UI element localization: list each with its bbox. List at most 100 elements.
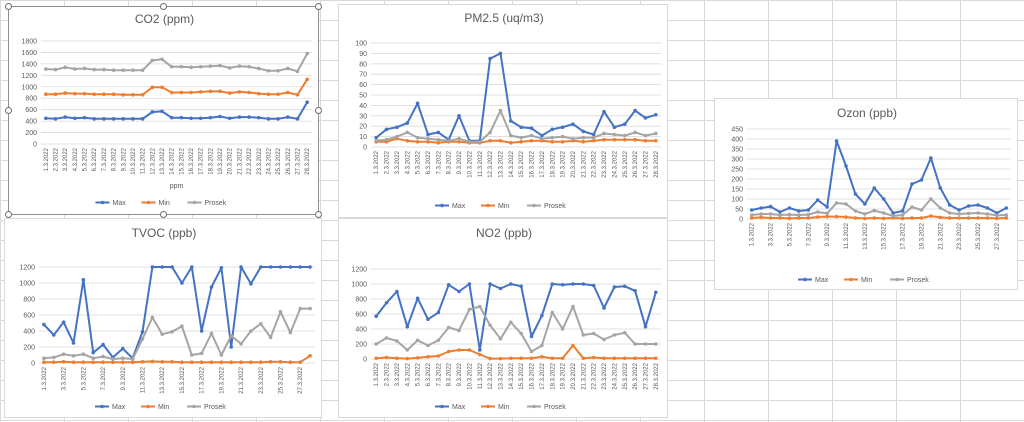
- data-point-max: [111, 117, 116, 121]
- legend-item-prosek: Prosek: [890, 277, 929, 284]
- data-point-prosek: [529, 349, 534, 354]
- data-point-min: [806, 216, 811, 220]
- chart-title: Ozon (ppb): [837, 106, 897, 120]
- chart-ozon[interactable]: Ozon (ppb) 0 50 100 150 200 250 300 350 400 450 1.3…: [714, 98, 1018, 290]
- x-tick-label: 17.3.2022: [540, 362, 546, 389]
- data-point-min: [295, 92, 300, 97]
- y-tick-label: 0: [31, 361, 35, 368]
- data-point-max: [509, 119, 513, 123]
- data-point-max: [44, 116, 48, 121]
- data-point-prosek: [622, 330, 627, 335]
- resize-handle-top-right[interactable]: [315, 3, 322, 10]
- data-point-min: [374, 356, 378, 361]
- data-point-prosek: [81, 352, 86, 356]
- data-point-min: [643, 356, 648, 361]
- x-tick-label: 19.3.2022: [561, 362, 567, 389]
- series-line-max: [751, 140, 1007, 214]
- data-point-prosek: [229, 334, 234, 338]
- data-point-prosek: [286, 66, 290, 71]
- resize-handle-bottom[interactable]: [160, 211, 167, 218]
- resize-handle-bottom-left[interactable]: [5, 211, 12, 218]
- data-point-min: [550, 140, 555, 144]
- y-tick-label: 800: [25, 96, 37, 103]
- chart-pm25[interactable]: PM2.5 (uq/m3) 0 10 20 30 40 50 60 70 80 90 100 1.3.2…: [338, 4, 668, 218]
- data-point-min: [209, 360, 214, 364]
- y-tick-label: 1000: [351, 282, 367, 289]
- x-tick-label: 2.3.2022: [385, 150, 391, 174]
- chart-no2[interactable]: NO2 (ppb) 0 200 400 600 800 1000 1200 1.3.2022 2.…: [338, 218, 668, 418]
- legend-label: Min: [158, 404, 169, 411]
- data-point-prosek: [102, 67, 106, 72]
- data-point-min: [199, 360, 204, 364]
- data-point-max: [938, 186, 943, 190]
- data-point-max: [467, 282, 472, 286]
- data-point-prosek: [540, 136, 544, 141]
- data-point-max: [179, 115, 184, 120]
- data-point-max: [550, 282, 555, 286]
- data-point-min: [92, 92, 97, 97]
- data-point-min: [130, 360, 135, 364]
- data-point-max: [457, 114, 461, 118]
- data-point-max: [384, 127, 389, 132]
- data-point-max: [602, 109, 606, 114]
- data-point-min: [268, 360, 273, 364]
- resize-handle-top[interactable]: [160, 3, 167, 10]
- data-point-min: [286, 90, 290, 95]
- resize-handle-right[interactable]: [315, 107, 322, 114]
- resize-handle-bottom-right[interactable]: [315, 211, 322, 218]
- data-point-min: [643, 138, 648, 143]
- data-point-prosek: [239, 342, 243, 346]
- chart-co2[interactable]: CO2 (ppm) 0 200 400 600 800 1000 1200 1400 1600 18…: [8, 6, 319, 215]
- data-point-max: [268, 265, 273, 269]
- data-point-prosek: [405, 130, 410, 135]
- data-point-min: [768, 216, 773, 220]
- data-point-prosek: [121, 68, 126, 72]
- y-tick-label: 100: [731, 197, 743, 204]
- x-tick-label: 28.3.2022: [305, 147, 311, 174]
- y-tick-label: 90: [359, 51, 367, 58]
- data-point-min: [160, 360, 165, 364]
- data-point-max: [976, 203, 980, 207]
- x-tick-label: 27.3.2022: [298, 366, 304, 393]
- x-tick-label: 11.3.2022: [478, 150, 484, 177]
- data-point-min: [467, 348, 472, 352]
- data-point-min: [540, 354, 544, 359]
- data-point-max: [591, 132, 596, 137]
- x-tick-label: 7.3.2022: [101, 366, 107, 390]
- data-point-prosek: [498, 336, 503, 341]
- data-point-max: [519, 284, 523, 289]
- y-tick-label: 1200: [21, 73, 37, 80]
- data-point-prosek: [44, 67, 48, 71]
- data-point-max: [560, 282, 565, 287]
- y-tick-label: 400: [25, 119, 37, 126]
- data-point-min: [218, 89, 222, 94]
- data-point-prosek: [919, 208, 924, 212]
- data-point-max: [208, 115, 213, 120]
- data-point-min: [73, 91, 77, 96]
- data-point-min: [900, 216, 905, 221]
- data-point-min: [239, 360, 243, 364]
- data-point-min: [288, 360, 293, 364]
- x-tick-label: 11.3.2022: [478, 362, 484, 389]
- data-point-max: [947, 203, 952, 207]
- data-point-prosek: [120, 356, 125, 360]
- data-point-min: [560, 356, 565, 361]
- series-line-prosek: [375, 305, 656, 353]
- data-point-max: [891, 211, 895, 215]
- data-point-prosek: [266, 68, 271, 73]
- data-point-prosek: [477, 140, 482, 144]
- data-point-max: [633, 288, 637, 293]
- chart-tvoc[interactable]: TVOC (ppb) 0 200 400 600 800 1000 1200 1.3.2022 3…: [4, 218, 322, 418]
- data-point-prosek: [581, 333, 586, 337]
- x-tick-label: 14.3.2022: [509, 150, 515, 177]
- data-point-max: [180, 281, 184, 285]
- data-point-prosek: [276, 68, 280, 73]
- data-point-prosek: [891, 214, 895, 218]
- data-point-min: [258, 360, 263, 364]
- data-point-prosek: [91, 356, 96, 360]
- resize-handle-top-left[interactable]: [5, 3, 12, 10]
- data-point-prosek: [436, 338, 441, 343]
- resize-handle-left[interactable]: [5, 107, 12, 114]
- data-point-min: [229, 360, 234, 364]
- data-point-min: [622, 356, 627, 361]
